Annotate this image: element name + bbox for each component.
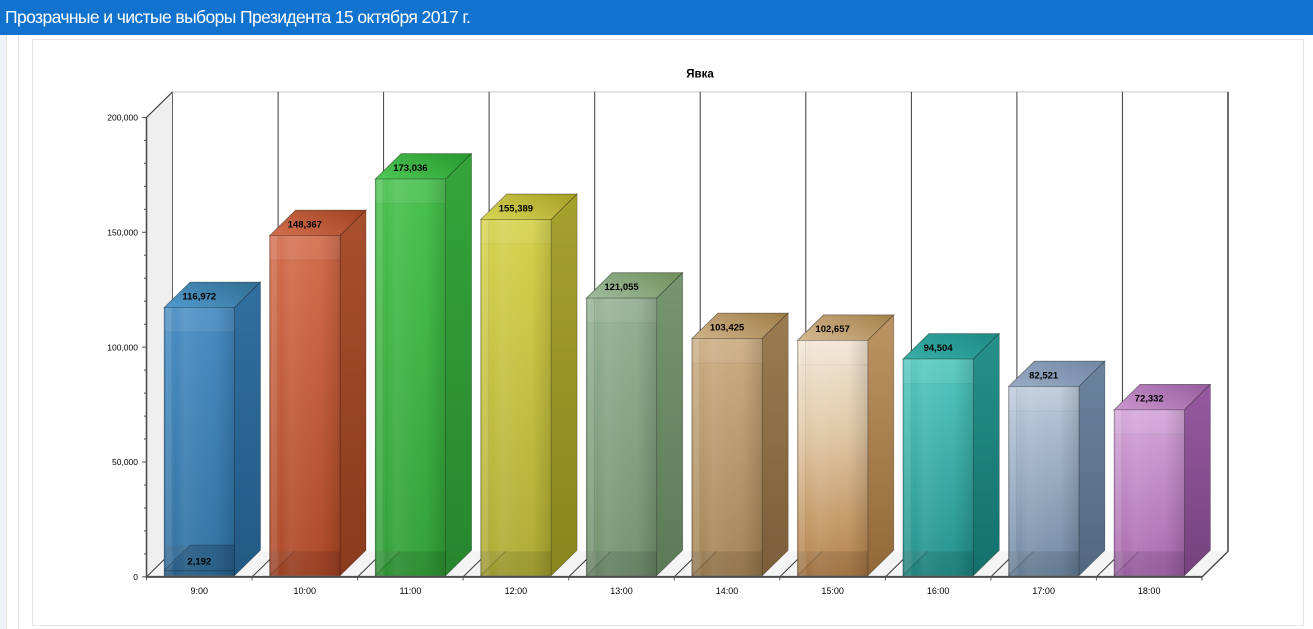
svg-text:94,504: 94,504 (924, 343, 954, 354)
svg-text:100,000: 100,000 (107, 342, 138, 352)
svg-text:11:00: 11:00 (399, 586, 421, 596)
svg-text:150,000: 150,000 (107, 228, 138, 238)
svg-text:102,657: 102,657 (815, 324, 849, 335)
svg-text:Явка: Явка (686, 69, 714, 81)
svg-text:82,521: 82,521 (1029, 370, 1059, 381)
svg-text:200,000: 200,000 (107, 113, 138, 123)
svg-text:13:00: 13:00 (610, 586, 633, 596)
svg-text:10:00: 10:00 (294, 586, 317, 596)
svg-text:116,972: 116,972 (182, 291, 216, 302)
svg-text:9:00: 9:00 (191, 586, 209, 596)
svg-text:18:00: 18:00 (1138, 586, 1161, 596)
svg-text:14:00: 14:00 (716, 586, 739, 596)
svg-text:2,192: 2,192 (187, 557, 211, 568)
svg-text:103,425: 103,425 (710, 322, 745, 333)
svg-text:17:00: 17:00 (1032, 586, 1055, 596)
svg-text:173,036: 173,036 (393, 163, 427, 174)
svg-text:15:00: 15:00 (821, 586, 844, 596)
svg-text:155,389: 155,389 (499, 203, 533, 214)
svg-text:72,332: 72,332 (1135, 394, 1164, 405)
svg-text:148,367: 148,367 (288, 219, 322, 230)
svg-text:0: 0 (133, 572, 138, 582)
svg-text:12:00: 12:00 (505, 586, 528, 596)
svg-text:121,055: 121,055 (604, 282, 639, 293)
svg-text:16:00: 16:00 (927, 586, 950, 596)
svg-text:50,000: 50,000 (112, 457, 138, 467)
